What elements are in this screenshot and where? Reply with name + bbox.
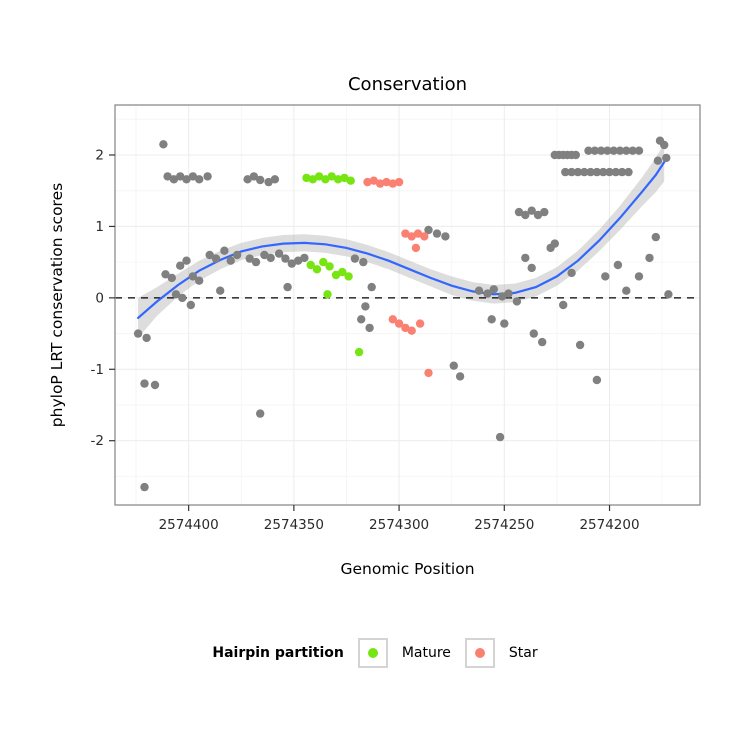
legend-title: Hairpin partition <box>212 645 344 661</box>
mature-dot-icon <box>367 648 378 658</box>
legend: Hairpin partition Mature Star <box>0 638 750 668</box>
svg-text:1: 1 <box>95 219 104 235</box>
svg-text:2574200: 2574200 <box>579 517 639 533</box>
svg-text:2574400: 2574400 <box>159 517 219 533</box>
svg-text:2574250: 2574250 <box>474 517 534 533</box>
svg-text:2574300: 2574300 <box>369 517 429 533</box>
svg-text:2574350: 2574350 <box>264 517 324 533</box>
svg-text:0: 0 <box>95 290 104 306</box>
svg-text:2: 2 <box>95 148 104 164</box>
legend-label-mature: Mature <box>401 645 451 661</box>
legend-key-star <box>464 638 495 668</box>
x-axis-label: Genomic Position <box>340 560 475 578</box>
svg-text:-2: -2 <box>91 433 104 449</box>
star-dot-icon <box>474 648 485 658</box>
chart-title: Conservation <box>347 74 467 95</box>
legend-label-star: Star <box>508 645 538 661</box>
svg-text:-1: -1 <box>91 362 104 378</box>
legend-key-mature <box>357 638 388 668</box>
